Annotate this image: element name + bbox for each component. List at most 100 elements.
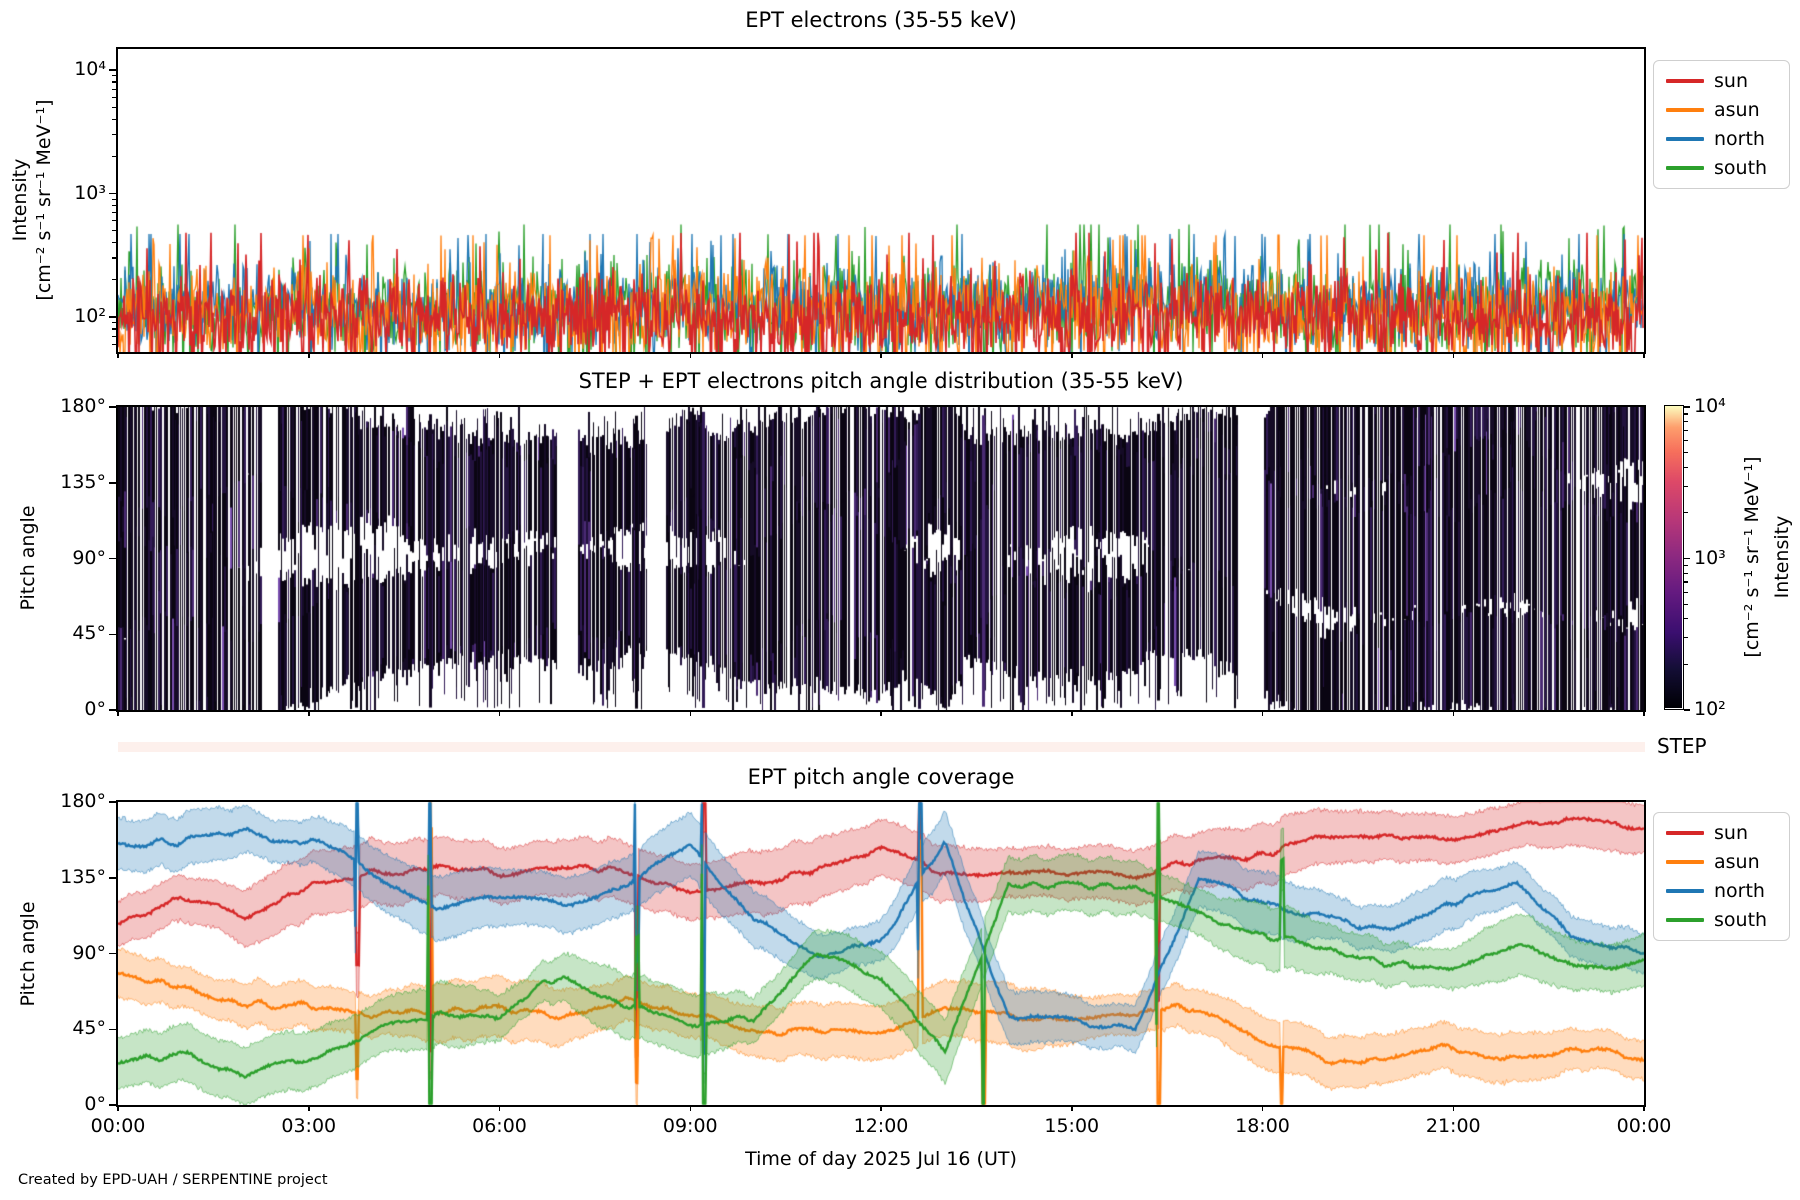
colorbar-tick-major: [1684, 709, 1690, 711]
y-tick-minor: [112, 230, 116, 232]
x-axis-label: Time of day 2025 Jul 16 (UT): [745, 1148, 1017, 1170]
y-tick-minor: [112, 220, 116, 222]
y-tick-minor: [112, 133, 116, 136]
y-tick-minor: [112, 257, 116, 259]
y-tick-label: 90°: [72, 941, 106, 964]
y-tick-minor: [112, 328, 116, 330]
x-tick: [1071, 352, 1073, 358]
legend-entry-north: north: [1666, 880, 1789, 902]
x-tick: [689, 710, 691, 716]
x-tick: [1261, 1105, 1264, 1111]
legend-entry-asun: asun: [1666, 99, 1789, 121]
y-tick-major: [109, 877, 116, 879]
legend-label: south: [1714, 157, 1768, 179]
y-tick-major: [109, 406, 116, 408]
y-tick-major: [109, 633, 116, 635]
legend-entry-sun: sun: [1666, 822, 1789, 844]
x-tick-label: 00:00: [1616, 1115, 1672, 1137]
colorbar-tick-major: [1684, 557, 1690, 560]
colorbar-tick-minor: [1684, 440, 1688, 442]
y-tick-major: [109, 801, 116, 803]
y-tick-label: 90°: [72, 546, 106, 569]
y-tick-minor: [112, 81, 116, 83]
x-tick: [1643, 1105, 1645, 1111]
panel1-plot-area: [116, 47, 1646, 354]
colorbar-tick-minor: [1684, 429, 1688, 432]
y-tick-minor: [112, 106, 116, 108]
colorbar-tick-minor: [1684, 603, 1688, 605]
x-tick: [880, 352, 882, 358]
colorbar-tick-label: 10³: [1694, 546, 1726, 569]
legend-line-swatch: [1666, 889, 1704, 893]
legend-entry-sun: sun: [1666, 70, 1789, 92]
y-tick-minor: [112, 343, 116, 345]
x-tick: [1261, 710, 1264, 716]
x-tick: [117, 1105, 119, 1111]
y-tick-label: 180°: [60, 790, 106, 812]
x-tick: [308, 710, 310, 716]
x-tick: [880, 1105, 882, 1111]
colorbar-tick-minor: [1684, 564, 1688, 567]
x-tick-label: 15:00: [1044, 1115, 1100, 1137]
y-tick-label: 10³: [74, 181, 106, 204]
legend-label: asun: [1714, 99, 1760, 121]
panel2-title: STEP + EPT electrons pitch angle distrib…: [578, 369, 1184, 393]
y-tick-label: 0°: [84, 1093, 106, 1115]
y-tick-minor: [112, 198, 116, 200]
panel3-title: EPT pitch angle coverage: [747, 765, 1015, 789]
legend-label: north: [1714, 880, 1765, 902]
panel2-canvas: [118, 407, 1644, 710]
x-tick: [689, 352, 691, 358]
legend-line-swatch: [1666, 137, 1704, 141]
y-tick-minor: [112, 335, 116, 337]
legend-line-swatch: [1666, 79, 1704, 83]
y-tick-major: [109, 1104, 116, 1106]
y-tick-major: [109, 192, 116, 195]
legend-line-swatch: [1666, 918, 1704, 922]
legend-label: asun: [1714, 851, 1760, 873]
x-tick-label: 18:00: [1235, 1115, 1290, 1137]
panel1-title: EPT electrons (35-55 keV): [745, 8, 1017, 32]
colorbar-tick-minor: [1684, 591, 1688, 593]
colorbar-tick-major: [1684, 406, 1690, 408]
legend-entry-south: south: [1666, 909, 1789, 931]
x-tick: [1452, 352, 1454, 358]
legend-label: sun: [1714, 70, 1748, 92]
y-tick-label: 10²: [74, 305, 106, 327]
colorbar-tick-minor: [1684, 618, 1688, 620]
legend-entry-south: south: [1666, 157, 1789, 179]
colorbar-tick-label: 10⁴: [1694, 395, 1726, 417]
y-tick-minor: [112, 212, 116, 214]
x-tick-label: 21:00: [1425, 1115, 1481, 1137]
x-tick: [1643, 352, 1645, 358]
x-tick-label: 03:00: [281, 1115, 337, 1137]
y-tick-label: 45°: [72, 622, 106, 645]
panel3-canvas: [118, 802, 1644, 1105]
colorbar-tick-minor: [1684, 581, 1688, 583]
legend-entry-asun: asun: [1666, 851, 1789, 873]
x-tick-label: 06:00: [472, 1115, 527, 1137]
colorbar-canvas: [1665, 406, 1682, 708]
panel2-plot-area: [116, 405, 1646, 712]
legend-entry-north: north: [1666, 128, 1789, 150]
y-tick-minor: [112, 322, 116, 324]
y-tick-minor: [112, 155, 116, 157]
x-tick: [498, 710, 501, 716]
x-tick: [498, 352, 501, 358]
x-tick: [308, 352, 310, 358]
legend-label: sun: [1714, 822, 1748, 844]
colorbar-tick-minor: [1684, 572, 1688, 574]
y-tick-label: 45°: [72, 1017, 106, 1040]
panel3-plot-area: [116, 800, 1646, 1107]
y-tick-minor: [112, 96, 116, 98]
y-tick-major: [109, 709, 116, 711]
y-tick-label: 180°: [60, 395, 106, 417]
legend-label: south: [1714, 909, 1768, 931]
colorbar: [1664, 405, 1684, 710]
y-tick-major: [109, 316, 116, 318]
credit-text: Created by EPD-UAH / SERPENTINE project: [18, 1172, 328, 1188]
panel1-ylabel: Intensity: [9, 158, 31, 242]
legend-line-swatch: [1666, 860, 1704, 864]
x-tick-label: 09:00: [662, 1115, 718, 1137]
